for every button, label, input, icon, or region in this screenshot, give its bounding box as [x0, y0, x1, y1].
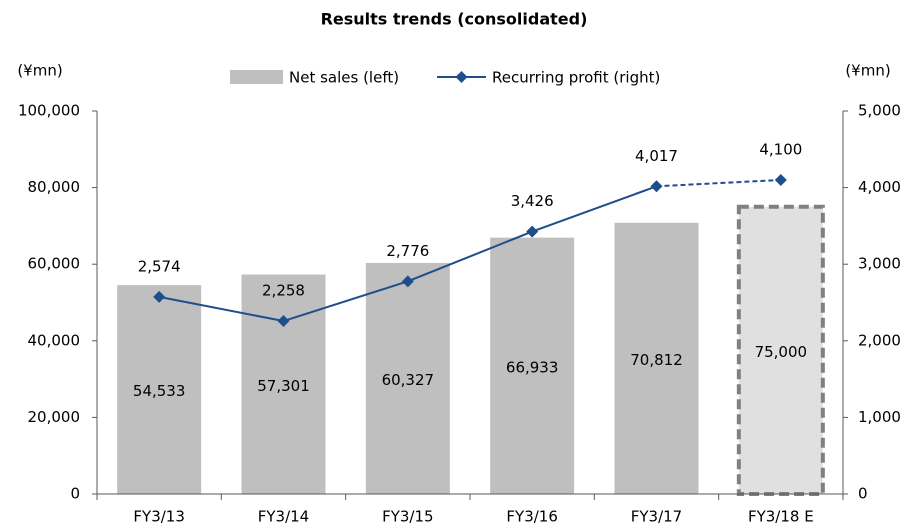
legend-swatch — [455, 71, 468, 83]
y-tick-label: 40,000 — [28, 331, 81, 349]
x-tick-label: FY3/18 E — [748, 508, 814, 526]
legend-label: Net sales (left) — [289, 69, 399, 87]
y2-tick-label: 5,000 — [858, 102, 901, 120]
y2-tick-label: 3,000 — [858, 255, 901, 273]
y-tick-label: 20,000 — [28, 408, 81, 426]
line-marker — [277, 315, 290, 328]
line-marker — [526, 225, 539, 238]
bar — [490, 237, 575, 494]
chart-title: Results trends (consolidated) — [321, 10, 588, 29]
bar-value-label: 54,533 — [133, 382, 186, 400]
line-value-label: 2,776 — [386, 242, 429, 260]
line-value-label: 4,017 — [635, 147, 678, 165]
line-marker — [401, 275, 414, 288]
line-marker — [650, 180, 663, 193]
bar-value-label: 60,327 — [382, 371, 435, 389]
y-unit: (¥mn) — [17, 62, 62, 80]
bar — [117, 285, 202, 494]
x-tick-label: FY3/15 — [382, 508, 433, 526]
line-value-label: 3,426 — [511, 192, 554, 210]
line-value-label: 2,574 — [138, 257, 181, 275]
line-value-label: 4,100 — [759, 140, 802, 158]
bar-value-label: 66,933 — [506, 358, 559, 376]
line-segment — [656, 178, 781, 188]
bar-value-label: 75,000 — [755, 343, 808, 361]
line-segment — [158, 295, 284, 323]
bar — [614, 222, 699, 494]
x-tick-label: FY3/16 — [506, 508, 557, 526]
y-tick-label: 100,000 — [18, 102, 80, 120]
line-segment — [283, 280, 409, 322]
legend-swatch — [230, 70, 283, 84]
y2-unit: (¥mn) — [845, 62, 890, 80]
line-marker — [153, 290, 166, 303]
y-tick-label: 0 — [70, 485, 80, 503]
bar-value-label: 57,301 — [257, 377, 310, 395]
line-segment — [531, 185, 657, 233]
line-segment — [407, 230, 533, 283]
line-value-label: 2,258 — [262, 282, 305, 300]
x-tick-label: FY3/13 — [133, 508, 184, 526]
bar-value-label: 70,812 — [630, 351, 683, 369]
line-marker — [774, 173, 787, 186]
y2-tick-label: 1,000 — [858, 408, 901, 426]
x-tick-label: FY3/14 — [258, 508, 309, 526]
bar — [365, 262, 450, 494]
y2-tick-label: 2,000 — [858, 331, 901, 349]
y2-tick-label: 0 — [858, 485, 868, 503]
y-tick-label: 80,000 — [28, 178, 81, 196]
y2-tick-label: 4,000 — [858, 178, 901, 196]
legend-label: Recurring profit (right) — [492, 69, 660, 87]
x-tick-label: FY3/17 — [631, 508, 682, 526]
y-tick-label: 60,000 — [28, 255, 81, 273]
